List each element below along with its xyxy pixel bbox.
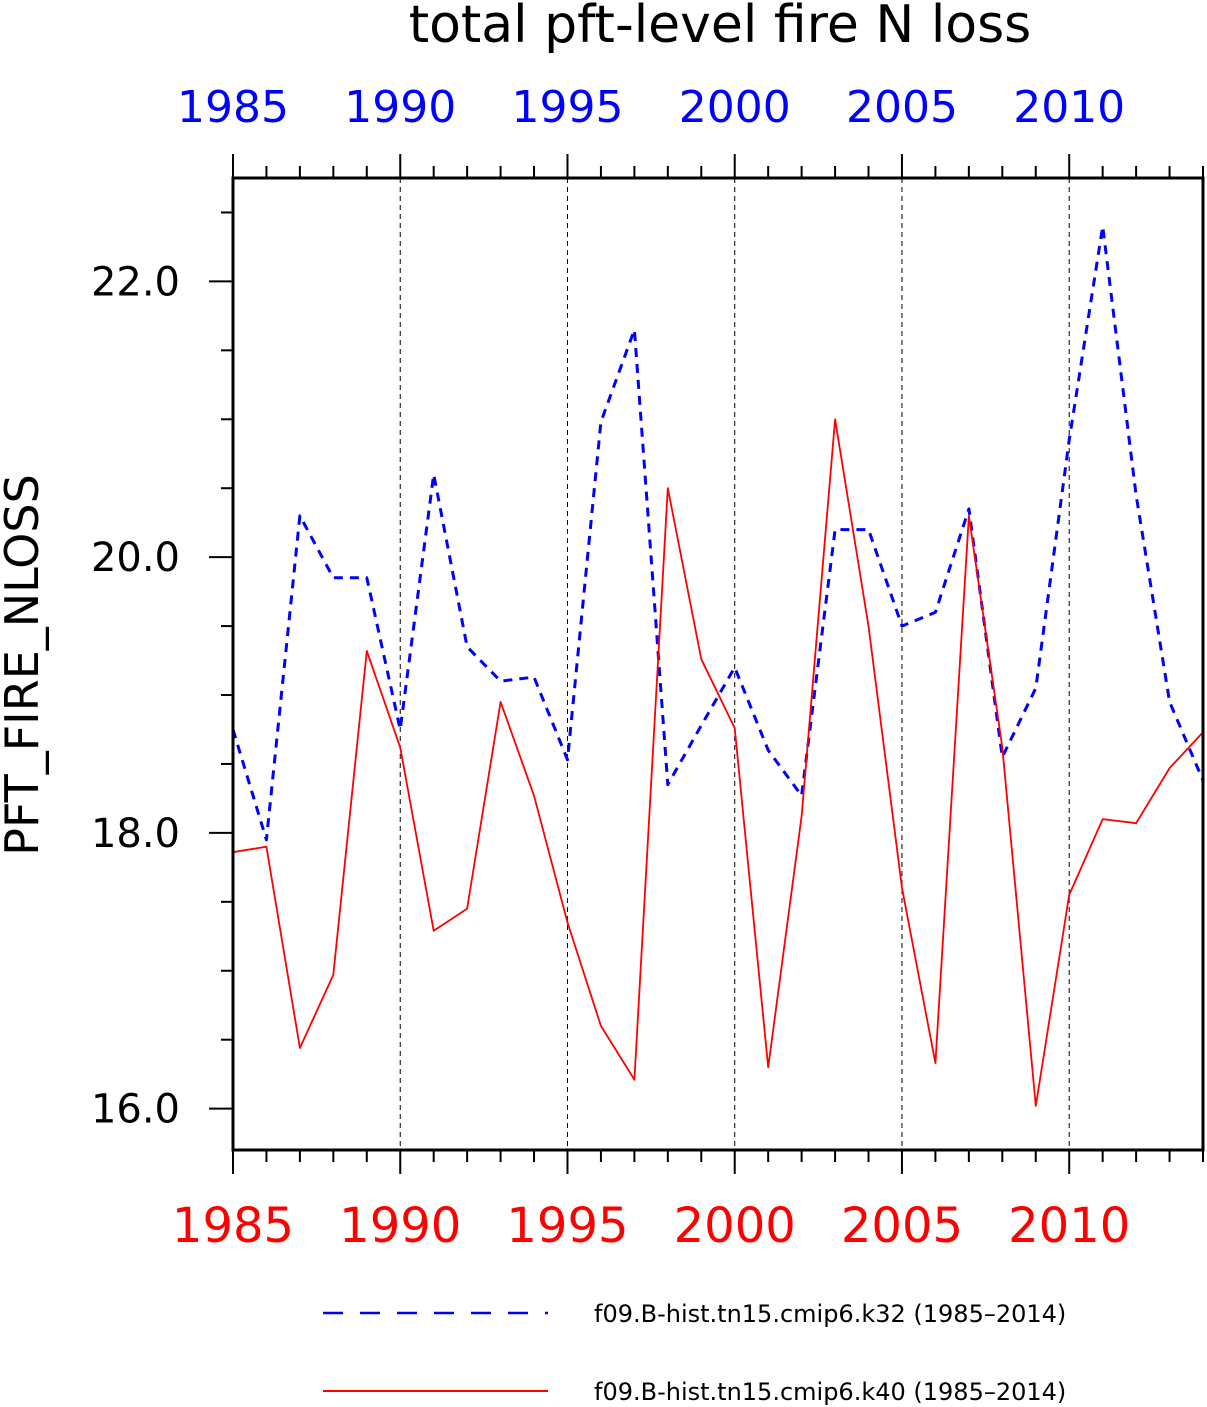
x-tick-label-bottom-2005: 2005 (841, 1198, 963, 1254)
x-tick-label-bottom-1990: 1990 (339, 1198, 461, 1254)
x-tick-label-bottom-2010: 2010 (1008, 1198, 1130, 1254)
x-tick-label-top-2000: 2000 (679, 82, 791, 133)
x-tick-label-bottom-1995: 1995 (506, 1198, 628, 1254)
y-tick-label-22.0: 22.0 (91, 259, 180, 305)
y-tick-label-18.0: 18.0 (91, 811, 180, 857)
series-layer (231, 224, 1205, 1107)
legend-label-k32: f09.B-hist.tn15.cmip6.k32 (1985–2014) (594, 1300, 1066, 1328)
y-axis-label: PFT_FIRE_NLOSS (0, 474, 49, 856)
x-tick-label-bottom-1985: 1985 (172, 1198, 294, 1254)
x-tick-label-top-1995: 1995 (511, 82, 623, 133)
x-tick-label-top-2010: 2010 (1013, 82, 1125, 133)
y-tick-label-20.0: 20.0 (91, 535, 180, 581)
tick-layer (209, 154, 1204, 1174)
plot-frame (231, 176, 1205, 1152)
x-tick-label-top-2005: 2005 (846, 82, 958, 133)
series-line-0 (231, 224, 1205, 842)
x-tick-label-top-1990: 1990 (344, 82, 456, 133)
legend-label-k40: f09.B-hist.tn15.cmip6.k40 (1985–2014) (594, 1378, 1066, 1406)
legend: f09.B-hist.tn15.cmip6.k32 (1985–2014) f0… (323, 1300, 1066, 1406)
label-layer: 1985 1985 1990 1990 1995 1995 2000 2000 2005 2005… (91, 82, 1130, 1254)
series-line-1 (232, 418, 1204, 1107)
chart-title: total pft-level fire N loss (409, 0, 1032, 55)
x-tick-label-bottom-2000: 2000 (674, 1198, 796, 1254)
x-tick-label-top-1985: 1985 (177, 82, 289, 133)
grid-layer (399, 178, 1070, 1150)
y-tick-label-16.0: 16.0 (91, 1087, 180, 1133)
